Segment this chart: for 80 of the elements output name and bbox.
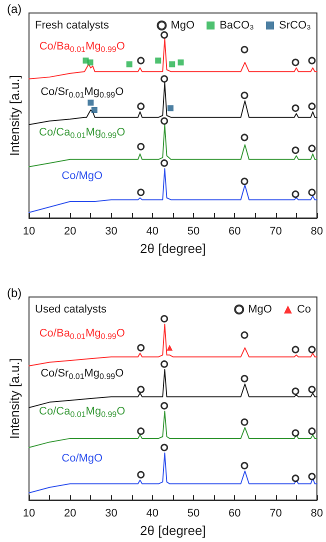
- point: [126, 61, 132, 68]
- legend-label: BaCO₃: [220, 20, 254, 32]
- legend-label: Co: [296, 304, 311, 316]
- x-tick-label: 70: [270, 508, 282, 520]
- point: [169, 61, 176, 68]
- point: [292, 429, 300, 437]
- point: [166, 344, 173, 351]
- legend-label: SrCO₃: [279, 20, 312, 32]
- chart-title: (a): [7, 2, 22, 16]
- point: [308, 386, 316, 394]
- x-tick-label: 40: [146, 226, 159, 238]
- point: [91, 107, 98, 114]
- series-label: Co/MgO: [62, 452, 104, 464]
- point: [240, 462, 248, 470]
- point: [160, 444, 168, 452]
- point: [308, 102, 316, 110]
- point: [160, 360, 168, 368]
- point: [308, 346, 316, 354]
- point: [240, 178, 248, 186]
- x-tick-label: 40: [146, 508, 159, 520]
- point: [292, 104, 300, 112]
- point: [240, 331, 248, 339]
- point: [308, 56, 316, 64]
- point: [137, 142, 145, 150]
- point: [137, 427, 145, 435]
- point: [155, 58, 162, 64]
- point: [240, 418, 248, 426]
- series-label: Co/MgO: [62, 170, 104, 182]
- x-tick-label: 20: [64, 508, 76, 520]
- legend-label: MgO: [170, 20, 196, 32]
- point: [240, 134, 248, 142]
- point: [160, 31, 168, 39]
- legend-label: MgO: [248, 304, 272, 316]
- x-tick-label: 70: [270, 226, 282, 238]
- x-tick-label: 80: [310, 508, 324, 520]
- point: [160, 402, 168, 410]
- point: [292, 388, 300, 396]
- point: [178, 59, 184, 66]
- x-tick-label: 80: [310, 226, 324, 238]
- x-axis-title: 2θ [degree]: [140, 240, 206, 256]
- point: [88, 100, 94, 106]
- x-tick-label: 10: [22, 226, 36, 238]
- point: [292, 58, 300, 66]
- point: [240, 92, 248, 100]
- point: [167, 105, 174, 112]
- x-tick-label: 50: [187, 508, 200, 520]
- point: [292, 474, 300, 482]
- point: [137, 470, 145, 478]
- chart-subtitle: Used catalysts: [35, 304, 108, 316]
- point: [240, 46, 248, 54]
- point: [240, 374, 248, 382]
- chart-subtitle: Fresh catalysts: [35, 20, 110, 32]
- point: [137, 386, 145, 394]
- y-axis-title: Intensity [a.u.]: [7, 358, 22, 440]
- x-axis-title: 2θ [degree]: [140, 523, 206, 538]
- x-tick-label: 30: [105, 508, 118, 520]
- chart-title: (b): [7, 286, 22, 300]
- point: [137, 56, 145, 64]
- point: [292, 346, 300, 354]
- x-tick-label: 30: [105, 226, 118, 238]
- point: [308, 144, 316, 152]
- point: [160, 75, 168, 83]
- point: [292, 190, 300, 198]
- point: [160, 117, 168, 125]
- x-tick-label: 20: [64, 226, 76, 238]
- point: [87, 59, 94, 66]
- point: [160, 315, 168, 323]
- x-tick-label: 60: [228, 508, 241, 520]
- point: [308, 188, 316, 196]
- x-tick-label: 10: [22, 508, 36, 520]
- y-axis-title: Intensity [a.u.]: [7, 75, 22, 156]
- point: [137, 102, 145, 110]
- point: [137, 344, 145, 352]
- point: [160, 159, 168, 167]
- point: [308, 472, 316, 480]
- point: [308, 427, 316, 435]
- x-tick-label: 60: [228, 226, 241, 238]
- point: [292, 146, 300, 154]
- point: [137, 188, 145, 196]
- x-tick-label: 50: [187, 226, 200, 238]
